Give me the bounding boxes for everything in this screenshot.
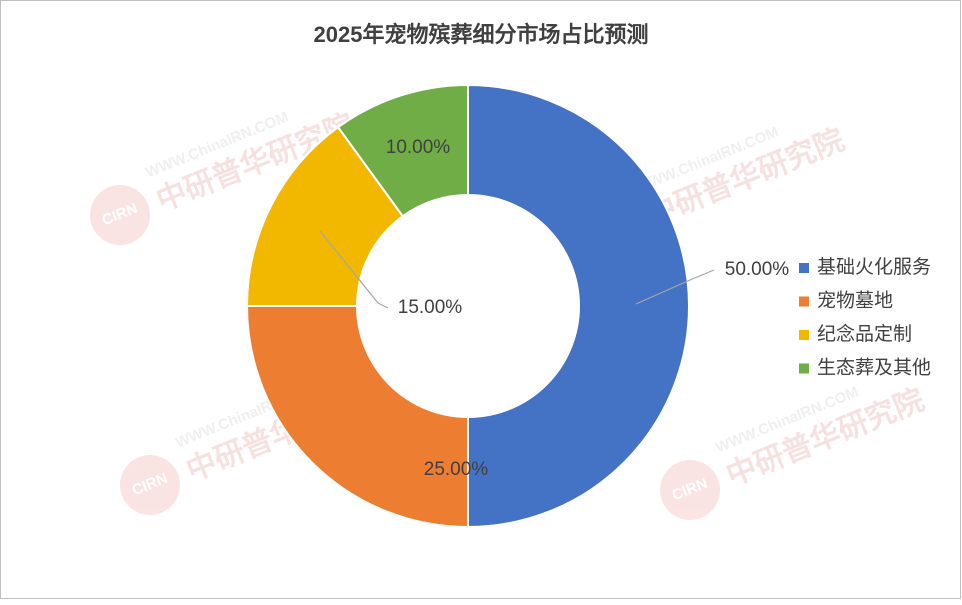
legend-swatch [799, 263, 809, 273]
legend-swatch [799, 363, 809, 374]
legend-label: 基础火化服务 [817, 256, 931, 278]
watermark-logo-circle [660, 460, 720, 520]
donut-slice [336, 83, 469, 218]
leader-line [319, 230, 389, 309]
data-label: 10.00% [386, 137, 451, 158]
data-label: 15.00% [398, 297, 463, 318]
leader-line [635, 269, 715, 305]
data-label: 50.00% [725, 259, 790, 280]
donut-slice [245, 305, 469, 529]
donut-slice [467, 83, 690, 529]
donut [245, 83, 690, 529]
legend-swatch [799, 330, 809, 340]
data-label: 25.00% [424, 459, 489, 480]
legend-label: 纪念品定制 [817, 322, 912, 345]
legend-label: 宠物墓地 [817, 290, 893, 312]
watermark-logo-circle [120, 455, 180, 515]
donut-slice [245, 125, 405, 307]
legend-label: 生态葬及其他 [817, 357, 931, 379]
watermark-logo-circle [90, 185, 150, 245]
chart-title: 2025年宠物殡葬细分市场占比预测 [314, 22, 649, 47]
legend-swatch [799, 296, 809, 307]
